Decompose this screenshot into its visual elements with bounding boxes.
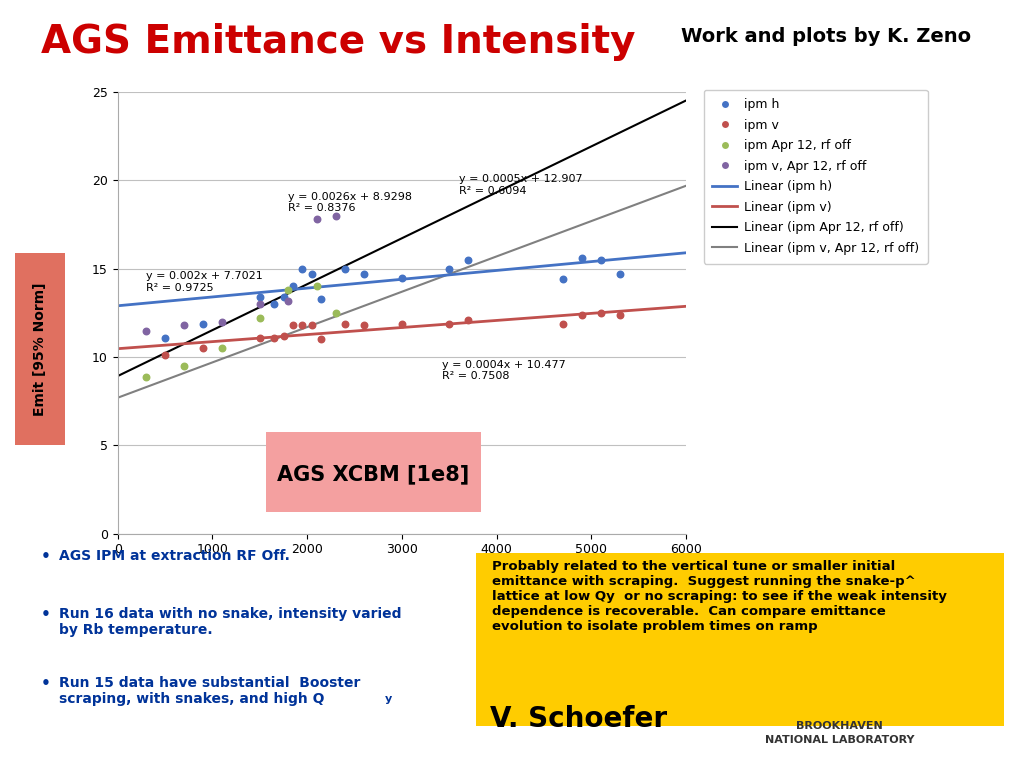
Point — [252, 298, 268, 310]
Point — [138, 370, 155, 382]
Text: y = 0.0026x + 8.9298
R² = 0.8376: y = 0.0026x + 8.9298 R² = 0.8376 — [289, 192, 413, 214]
Point — [252, 332, 268, 344]
Text: AGS XCBM [1e8]: AGS XCBM [1e8] — [278, 464, 470, 484]
Text: y = 0.0004x + 10.477
R² = 0.7508: y = 0.0004x + 10.477 R² = 0.7508 — [441, 359, 565, 381]
Text: y = 0.002x + 7.7021
R² = 0.9725: y = 0.002x + 7.7021 R² = 0.9725 — [146, 271, 263, 293]
Point — [313, 293, 330, 305]
Point — [195, 343, 211, 355]
Point — [176, 319, 193, 332]
Point — [308, 280, 325, 293]
Point — [176, 359, 193, 372]
Point — [593, 307, 609, 319]
Text: •: • — [41, 676, 51, 691]
Point — [304, 319, 321, 332]
Point — [611, 309, 628, 321]
Point — [611, 268, 628, 280]
Point — [593, 253, 609, 266]
Text: Run 16 data with no snake, intensity varied
by Rb temperature.: Run 16 data with no snake, intensity var… — [59, 607, 401, 637]
Point — [308, 214, 325, 226]
Text: V. Schoefer: V. Schoefer — [490, 706, 667, 733]
Point — [275, 291, 292, 303]
Text: Probably related to the vertical tune or smaller initial
emittance with scraping: Probably related to the vertical tune or… — [492, 560, 947, 633]
Point — [573, 252, 590, 264]
Text: •: • — [41, 549, 51, 564]
Point — [393, 317, 410, 329]
Point — [337, 317, 353, 329]
Point — [328, 210, 344, 222]
Point — [393, 272, 410, 284]
Point — [275, 329, 292, 342]
Text: y: y — [385, 694, 392, 704]
Point — [304, 268, 321, 280]
Point — [157, 349, 173, 362]
Point — [214, 316, 230, 328]
Point — [441, 317, 458, 329]
Text: AGS Emittance vs Intensity: AGS Emittance vs Intensity — [41, 23, 636, 61]
Legend: ipm h, ipm v, ipm Apr 12, rf off, ipm v, Apr 12, rf off, Linear (ipm h), Linear : ipm h, ipm v, ipm Apr 12, rf off, ipm v,… — [703, 90, 928, 263]
Point — [313, 333, 330, 346]
Point — [252, 291, 268, 303]
Text: •: • — [41, 607, 51, 622]
Point — [214, 343, 230, 355]
Point — [285, 319, 301, 332]
Point — [281, 294, 297, 306]
Point — [138, 325, 155, 337]
Point — [555, 273, 571, 286]
Point — [294, 319, 310, 332]
Point — [356, 268, 373, 280]
Point — [195, 317, 211, 329]
Point — [281, 284, 297, 296]
Text: Work and plots by K. Zeno: Work and plots by K. Zeno — [681, 27, 971, 46]
Point — [266, 298, 283, 310]
Point — [460, 314, 476, 326]
Point — [285, 280, 301, 293]
Point — [266, 332, 283, 344]
Text: y = 0.0005x + 12.907
R² = 0.6094: y = 0.0005x + 12.907 R² = 0.6094 — [459, 174, 583, 196]
Text: BROOKHAVEN
NATIONAL LABORATORY: BROOKHAVEN NATIONAL LABORATORY — [765, 721, 914, 745]
Point — [460, 253, 476, 266]
Point — [441, 263, 458, 275]
Point — [328, 307, 344, 319]
Text: AGS IPM at extraction RF Off.: AGS IPM at extraction RF Off. — [59, 549, 290, 563]
Point — [555, 317, 571, 329]
Point — [337, 263, 353, 275]
Point — [252, 312, 268, 324]
Point — [294, 263, 310, 275]
Point — [356, 319, 373, 332]
Point — [573, 309, 590, 321]
Text: Run 15 data have substantial  Booster
scraping, with snakes, and high Q: Run 15 data have substantial Booster scr… — [59, 676, 360, 706]
Point — [157, 332, 173, 344]
FancyBboxPatch shape — [265, 432, 481, 511]
Text: Emit [95% Norm]: Emit [95% Norm] — [33, 283, 47, 416]
